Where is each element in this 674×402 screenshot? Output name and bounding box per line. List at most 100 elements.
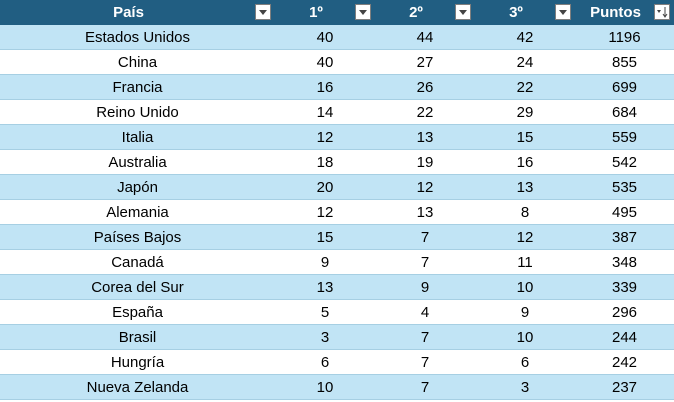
data-row: Corea del Sur 13 9 10 339 (0, 275, 674, 300)
data-cell: Corea del Sur (91, 279, 184, 296)
data-cell: Australia (108, 154, 167, 171)
data-cell: Alemania (106, 204, 169, 221)
header-cell: 3º (475, 0, 575, 25)
data-cell: 296 (611, 304, 638, 321)
data-cell: 15 (316, 229, 334, 246)
data-cell: 12 (316, 129, 334, 146)
data-cell: 1196 (608, 29, 641, 46)
data-cell: 13 (516, 179, 534, 196)
data-cell: 40 (316, 54, 334, 71)
data-cell: 855 (611, 54, 638, 71)
data-cell: 387 (611, 229, 638, 246)
data-row: Italia 12 13 15 559 (0, 125, 674, 150)
data-cell: 237 (611, 379, 638, 396)
data-row: Alemania 12 13 8 495 (0, 200, 674, 225)
data-cell: 10 (516, 329, 534, 346)
data-cell: Francia (112, 79, 163, 96)
data-row: China 40 27 24 855 (0, 50, 674, 75)
data-cell: Reino Unido (96, 104, 179, 121)
data-cell: 9 (420, 279, 430, 296)
data-cell: Brasil (118, 329, 157, 346)
data-cell: 542 (611, 154, 638, 171)
data-cell: Nueva Zelanda (86, 379, 189, 396)
data-cell: 10 (516, 279, 534, 296)
data-cell: 7 (420, 329, 430, 346)
data-cell: 14 (316, 104, 334, 121)
data-cell: 13 (316, 279, 334, 296)
data-cell: 242 (611, 354, 638, 371)
data-row: Hungría 6 7 6 242 (0, 350, 674, 375)
data-row: Nueva Zelanda 10 7 3 237 (0, 375, 674, 400)
data-row: Países Bajos 15 7 12 387 (0, 225, 674, 250)
data-cell: 10 (316, 379, 334, 396)
data-cell: 699 (611, 79, 638, 96)
data-cell: 559 (611, 129, 638, 146)
filter-button[interactable] (355, 4, 371, 20)
data-cell: 12 (516, 229, 534, 246)
data-cell: Hungría (110, 354, 165, 371)
data-cell: 5 (320, 304, 330, 321)
data-row: Brasil 3 7 10 244 (0, 325, 674, 350)
data-cell: 20 (316, 179, 334, 196)
data-cell: 3 (320, 329, 330, 346)
data-row: Estados Unidos 40 44 42 1196 (0, 25, 674, 50)
data-cell: Estados Unidos (84, 29, 191, 46)
data-cell: Japón (117, 179, 158, 196)
data-cell: 7 (420, 229, 430, 246)
header-cell: Puntos (575, 0, 674, 25)
data-cell: 22 (516, 79, 534, 96)
data-cell: 16 (516, 154, 534, 171)
data-cell: 15 (516, 129, 534, 146)
header-row: País 1º 2º 3º Puntos (0, 0, 674, 25)
data-cell: 7 (420, 379, 430, 396)
header-cell: País (0, 0, 275, 25)
data-cell: 4 (420, 304, 430, 321)
data-row: Japón 20 12 13 535 (0, 175, 674, 200)
header-cell: 1º (275, 0, 375, 25)
data-cell: 3 (520, 379, 530, 396)
data-cell: 8 (520, 204, 530, 221)
data-cell: 9 (320, 254, 330, 271)
data-cell: 495 (611, 204, 638, 221)
data-row: Reino Unido 14 22 29 684 (0, 100, 674, 125)
data-cell: 7 (420, 254, 430, 271)
data-cell: 6 (520, 354, 530, 371)
data-cell: 44 (416, 29, 434, 46)
data-cell: 11 (517, 254, 533, 271)
data-cell: 9 (520, 304, 530, 321)
filter-button[interactable] (654, 4, 670, 20)
data-cell: Italia (121, 129, 154, 146)
data-cell: 348 (611, 254, 638, 271)
data-cell: 6 (320, 354, 330, 371)
data-row: Francia 16 26 22 699 (0, 75, 674, 100)
data-cell: 29 (516, 104, 534, 121)
data-cell: 684 (611, 104, 638, 121)
data-cell: 26 (416, 79, 434, 96)
data-row: Australia 18 19 16 542 (0, 150, 674, 175)
data-cell: 40 (316, 29, 334, 46)
data-cell: 535 (611, 179, 638, 196)
filter-button[interactable] (455, 4, 471, 20)
data-cell: España (112, 304, 163, 321)
filter-button[interactable] (555, 4, 571, 20)
data-cell: 13 (416, 129, 434, 146)
data-cell: 13 (416, 204, 434, 221)
data-cell: 12 (416, 179, 434, 196)
filter-button[interactable] (255, 4, 271, 20)
data-cell: 42 (516, 29, 534, 46)
data-cell: 19 (416, 154, 434, 171)
data-cell: Países Bajos (93, 229, 182, 246)
data-cell: 16 (316, 79, 334, 96)
data-row: Canadá 9 7 11 348 (0, 250, 674, 275)
data-cell: Canadá (111, 254, 164, 271)
data-row: España 5 4 9 296 (0, 300, 674, 325)
data-cell: 27 (416, 54, 434, 71)
data-cell: 22 (416, 104, 434, 121)
data-cell: 12 (316, 204, 334, 221)
data-cell: 7 (420, 354, 430, 371)
data-cell: China (117, 54, 158, 71)
data-cell: 18 (316, 154, 334, 171)
data-cell: 339 (611, 279, 638, 296)
header-cell: 2º (375, 0, 475, 25)
